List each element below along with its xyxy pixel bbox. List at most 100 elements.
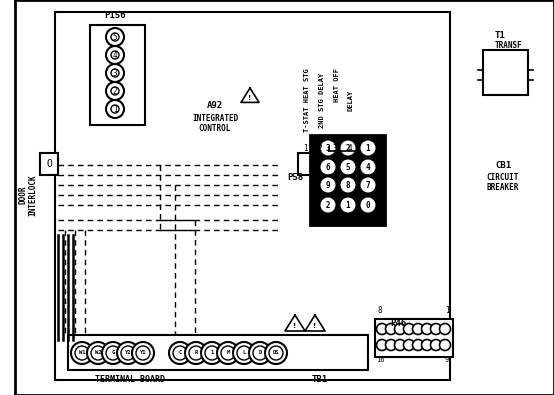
Text: 3: 3 (333, 143, 337, 152)
Text: 2ND STG DELAY: 2ND STG DELAY (319, 72, 325, 128)
Circle shape (341, 160, 356, 175)
Circle shape (106, 100, 124, 118)
Circle shape (106, 64, 124, 82)
Circle shape (358, 139, 377, 158)
Circle shape (237, 346, 251, 360)
Circle shape (111, 87, 119, 95)
Text: 1: 1 (346, 201, 350, 209)
Circle shape (321, 160, 336, 175)
Circle shape (361, 177, 376, 192)
Text: C: C (178, 350, 182, 356)
Text: 1: 1 (366, 143, 370, 152)
Text: 6: 6 (326, 162, 330, 171)
Circle shape (361, 160, 376, 175)
Bar (343, 153, 357, 175)
Text: TERMINAL BOARD: TERMINAL BOARD (95, 374, 165, 384)
Text: Y2: Y2 (125, 350, 131, 356)
Text: 7: 7 (366, 181, 370, 190)
Circle shape (338, 139, 357, 158)
Bar (310, 135, 385, 225)
Circle shape (403, 339, 414, 350)
Text: P46: P46 (390, 318, 406, 327)
Circle shape (71, 342, 93, 364)
Circle shape (321, 141, 336, 156)
Circle shape (106, 346, 120, 360)
Circle shape (319, 139, 337, 158)
Text: 8: 8 (346, 181, 350, 190)
Circle shape (439, 339, 450, 350)
Circle shape (422, 324, 433, 335)
Circle shape (321, 177, 336, 192)
Text: 1: 1 (445, 306, 449, 315)
Text: D: D (258, 350, 261, 356)
Circle shape (173, 346, 187, 360)
Text: W1: W1 (79, 350, 85, 356)
Text: 2: 2 (346, 143, 350, 152)
Circle shape (358, 196, 377, 214)
Text: 5: 5 (346, 162, 350, 171)
Circle shape (217, 342, 239, 364)
Circle shape (394, 324, 406, 335)
Circle shape (341, 141, 356, 156)
Circle shape (136, 346, 150, 360)
Circle shape (386, 324, 397, 335)
Text: 2: 2 (326, 201, 330, 209)
Circle shape (132, 342, 154, 364)
Circle shape (319, 175, 337, 194)
Circle shape (439, 324, 450, 335)
Circle shape (102, 342, 124, 364)
Text: 4: 4 (112, 51, 117, 60)
Circle shape (253, 346, 267, 360)
Text: R: R (194, 350, 198, 356)
Circle shape (377, 339, 387, 350)
Circle shape (338, 175, 357, 194)
Text: 16: 16 (376, 357, 384, 363)
Circle shape (319, 158, 337, 177)
Text: O: O (46, 159, 52, 169)
Text: !: ! (248, 95, 252, 101)
Text: BREAKER: BREAKER (487, 182, 519, 192)
Bar (313, 153, 327, 175)
Text: TB1: TB1 (312, 374, 328, 384)
Bar (375, 319, 453, 357)
Circle shape (233, 342, 255, 364)
Circle shape (430, 339, 442, 350)
Text: 3: 3 (326, 143, 330, 152)
Circle shape (111, 69, 119, 77)
Text: T1: T1 (495, 30, 505, 40)
Circle shape (111, 33, 119, 41)
Circle shape (189, 346, 203, 360)
Circle shape (169, 342, 191, 364)
Circle shape (394, 339, 406, 350)
Bar (68, 335, 368, 370)
Text: CB1: CB1 (495, 160, 511, 169)
Text: 3: 3 (112, 68, 117, 77)
Circle shape (430, 324, 442, 335)
Circle shape (341, 177, 356, 192)
Circle shape (111, 105, 119, 113)
Text: M: M (227, 350, 229, 356)
Text: 4: 4 (366, 162, 370, 171)
Circle shape (386, 339, 397, 350)
Circle shape (185, 342, 207, 364)
Text: INTEGRATED: INTEGRATED (192, 113, 238, 122)
Text: CONTROL: CONTROL (199, 124, 231, 132)
Circle shape (111, 51, 119, 59)
Circle shape (403, 324, 414, 335)
Circle shape (121, 346, 135, 360)
Circle shape (106, 82, 124, 100)
Circle shape (205, 346, 219, 360)
Text: 1: 1 (302, 143, 307, 152)
Circle shape (319, 196, 337, 214)
Text: 2: 2 (112, 87, 117, 96)
Circle shape (413, 339, 423, 350)
Text: 4: 4 (348, 143, 352, 152)
Circle shape (321, 198, 336, 213)
Circle shape (338, 196, 357, 214)
Circle shape (265, 342, 287, 364)
Circle shape (249, 342, 271, 364)
Circle shape (377, 324, 387, 335)
Bar (483, 50, 528, 95)
Circle shape (361, 141, 376, 156)
Text: DOOR
INTERLOCK: DOOR INTERLOCK (18, 174, 38, 216)
